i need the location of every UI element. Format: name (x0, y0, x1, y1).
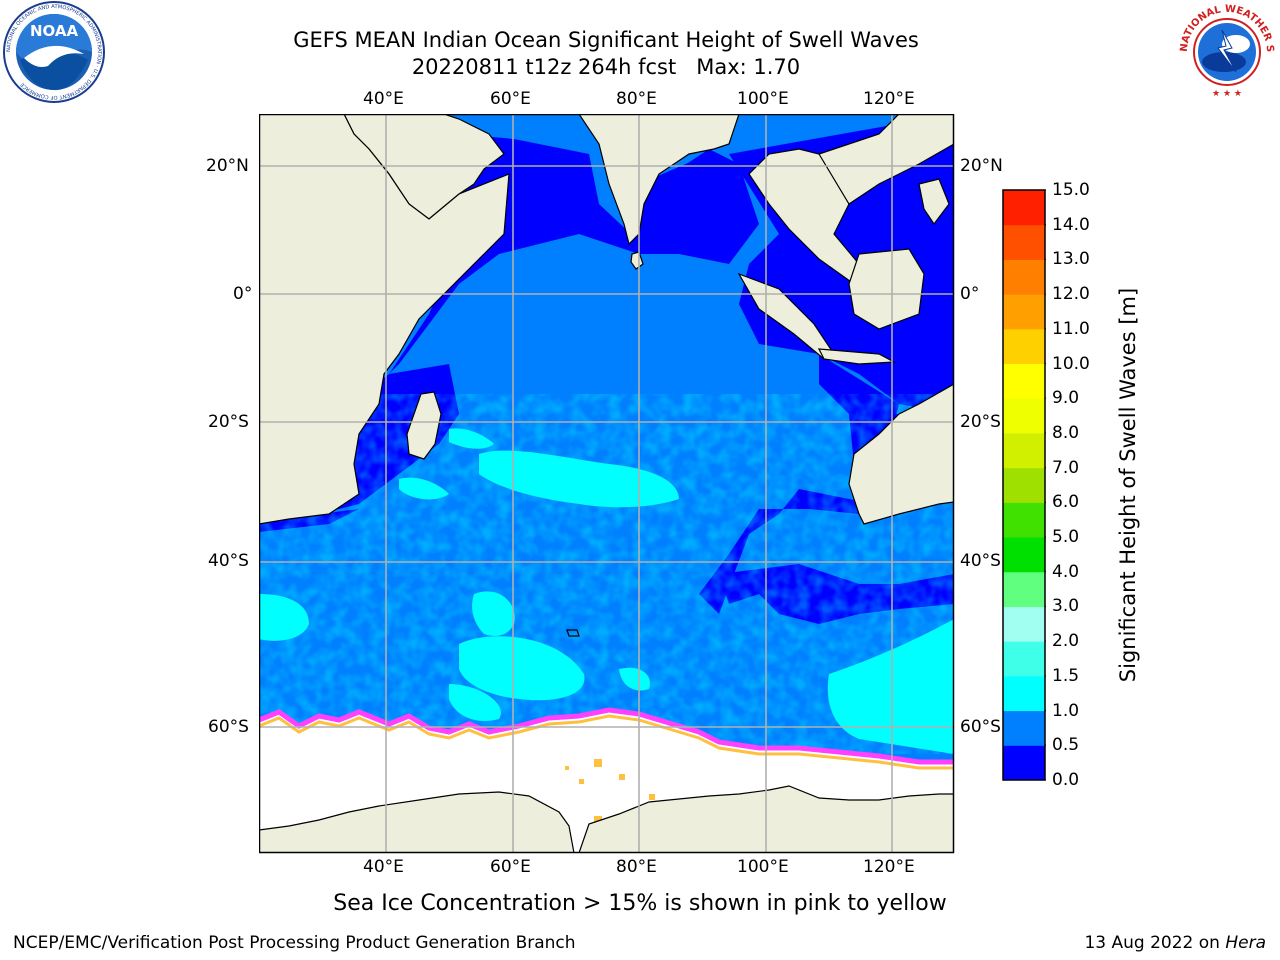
colorbar-segment (1003, 675, 1045, 712)
lon-label-bottom-120: 120°E (863, 857, 915, 877)
gridlines (259, 114, 954, 853)
colorbar-tick-label: 9.0 (1052, 388, 1080, 409)
map-subtitle: 20220811 t12z 264h fcst Max: 1.70 (411, 55, 801, 79)
colorbar-segment (1003, 328, 1045, 365)
colorbar-segment (1003, 398, 1045, 434)
colorbar-segment (1003, 294, 1045, 330)
colorbar-segment (1003, 190, 1045, 226)
lon-label-top-60: 60°E (490, 89, 531, 109)
lat-label-left-20n: 20°N (206, 156, 249, 176)
lon-label-bottom-60: 60°E (490, 857, 531, 877)
lon-label-bottom-80: 80°E (616, 857, 657, 877)
colorbar-tick-label: 1.0 (1052, 700, 1080, 721)
colorbar-tick-label: 14.0 (1052, 214, 1090, 235)
colorbar-segment (1003, 502, 1045, 538)
colorbar-tick-label: 8.0 (1052, 422, 1080, 443)
colorbar-segment (1003, 224, 1045, 260)
kerguelen-outline (566, 629, 580, 637)
lon-label-top-120: 120°E (863, 89, 915, 109)
colorbar-tick-label: 0.5 (1052, 735, 1080, 756)
colorbar-segment (1003, 537, 1045, 573)
colorbar-tick-label: 10.0 (1052, 353, 1090, 374)
lat-label-left-40s: 40°S (208, 551, 249, 571)
colorbar-segment (1003, 432, 1045, 469)
noaa-logo: NOAA NATIONAL OCEANIC AND ATMOSPHERIC AD… (3, 1, 105, 103)
map-title: GEFS MEAN Indian Ocean Significant Heigh… (293, 28, 919, 52)
colorbar-title: Significant Height of Swell Waves [m] (1116, 287, 1140, 683)
colorbar-tick-label: 2.0 (1052, 631, 1080, 652)
ice-edge-yellow (259, 714, 954, 770)
map-frame (259, 114, 955, 854)
footer-date: 13 Aug 2022 on Hera (1084, 933, 1266, 953)
lat-label-left-0: 0° (233, 284, 253, 304)
colorbar-segment (1003, 641, 1045, 677)
lon-label-bottom-100: 100°E (737, 857, 789, 877)
colorbar-tick-label: 5.0 (1052, 527, 1080, 548)
lat-label-right-0: 0° (960, 284, 980, 304)
colorbar-tick-label: 7.0 (1052, 457, 1080, 478)
lon-label-top-100: 100°E (737, 89, 789, 109)
lat-label-right-60s: 60°S (960, 717, 1001, 737)
colorbar-tick-label: 3.0 (1052, 596, 1080, 617)
lat-label-right-40s: 40°S (960, 551, 1001, 571)
lat-label-left-60s: 60°S (208, 717, 249, 737)
lon-label-top-80: 80°E (616, 89, 657, 109)
colorbar-segment (1003, 363, 1045, 399)
map-plot (259, 114, 955, 854)
ice-edge-pink (259, 707, 954, 765)
colorbar (1002, 189, 1046, 781)
colorbar-segment (1003, 710, 1045, 746)
lat-label-left-20s: 20°S (208, 412, 249, 432)
lon-label-top-40: 40°E (363, 89, 404, 109)
nws-logo: NATIONAL WEATHER SERVICE ★ ★ ★ (1174, 0, 1276, 101)
colorbar-tick-label: 11.0 (1052, 318, 1090, 339)
svg-text:NOAA: NOAA (30, 22, 79, 40)
colorbar-segment (1003, 571, 1045, 607)
footer-host: Hera (1225, 933, 1266, 953)
footer-branch: NCEP/EMC/Verification Post Processing Pr… (13, 933, 576, 953)
svg-text:★ ★ ★: ★ ★ ★ (1212, 89, 1242, 99)
colorbar-tick-label: 0.0 (1052, 770, 1080, 790)
colorbar-tick-label: 12.0 (1052, 284, 1090, 305)
colorbar-tick-label: 4.0 (1052, 561, 1080, 582)
footer-date-text: 13 Aug 2022 on (1084, 933, 1226, 953)
lat-label-right-20s: 20°S (960, 412, 1001, 432)
colorbar-segment (1003, 606, 1045, 642)
colorbar-frame (1002, 189, 1046, 781)
lat-label-right-20n: 20°N (960, 156, 1003, 176)
sea-ice-caption: Sea Ice Concentration > 15% is shown in … (333, 891, 947, 916)
colorbar-tick-label: 13.0 (1052, 249, 1090, 270)
colorbar-segment (1003, 467, 1045, 503)
colorbar-tick-label: 15.0 (1052, 180, 1090, 200)
colorbar-segment (1003, 259, 1045, 295)
colorbar-segment (1003, 745, 1045, 781)
lon-label-bottom-40: 40°E (363, 857, 404, 877)
colorbar-tick-label: 1.5 (1052, 665, 1080, 686)
colorbar-tick-label: 6.0 (1052, 492, 1080, 513)
